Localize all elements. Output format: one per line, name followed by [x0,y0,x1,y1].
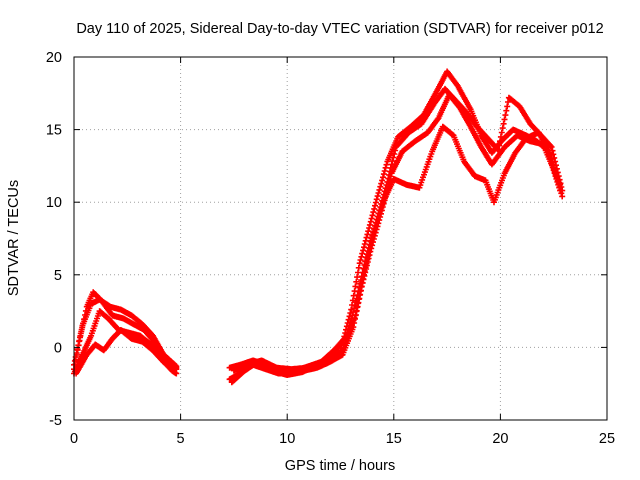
y-tick-label: 10 [46,195,62,211]
x-tick-label: 5 [177,431,185,447]
chart-title: Day 110 of 2025, Sidereal Day-to-day VTE… [76,21,603,37]
y-axis-ticks: -5 0 5 10 15 20 [46,50,607,429]
y-tick-label: 20 [46,50,62,66]
y-tick-label: 15 [46,123,62,139]
y-tick-label: -5 [49,413,62,429]
x-tick-label: 0 [70,431,78,447]
series-track-d [73,327,180,377]
series-track-h [230,85,566,374]
x-tick-label: 10 [279,431,295,447]
y-tick-label: 5 [54,268,62,284]
x-axis-label: GPS time / hours [285,458,395,474]
data-layer [71,68,566,386]
x-axis-ticks: 0 5 10 15 20 25 [70,57,615,447]
x-tick-label: 15 [386,431,402,447]
y-axis-label: SDTVAR / TECUs [6,180,22,296]
y-tick-label: 0 [54,340,62,356]
x-tick-label: 20 [492,431,508,447]
series-markers-track-d [73,327,180,377]
plot-frame [73,56,608,421]
x-tick-label: 25 [599,431,615,447]
series-markers-track-h [230,85,566,374]
